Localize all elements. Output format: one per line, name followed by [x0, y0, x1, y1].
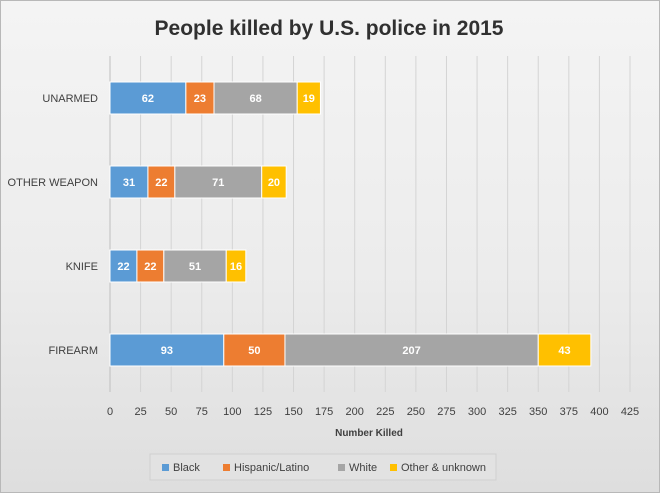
data-label: 22 [117, 261, 129, 273]
x-tick-label: 375 [560, 406, 578, 418]
data-label: 19 [303, 93, 315, 105]
legend-swatch [338, 464, 345, 471]
x-tick-label: 250 [407, 406, 425, 418]
x-tick-label: 100 [223, 406, 241, 418]
bar-segment-other-unknown [261, 165, 287, 199]
data-label: 207 [402, 345, 420, 357]
data-label: 31 [123, 177, 135, 189]
x-tick-label: 275 [437, 406, 455, 418]
legend-swatch [390, 464, 397, 471]
x-tick-label: 300 [468, 406, 486, 418]
legend-box [149, 453, 497, 481]
data-label: 22 [144, 261, 156, 273]
bar-segment-hispanic-latino [223, 333, 286, 367]
data-label: 68 [249, 93, 261, 105]
legend-swatch [162, 464, 169, 471]
bar-segment-hispanic-latino [147, 165, 176, 199]
data-label: 22 [155, 177, 167, 189]
bar-segment-black [109, 81, 187, 115]
data-label: 20 [268, 177, 280, 189]
bars: 62 23 68 19 31 22 71 20 22 22 51 16 93 50 207 43 [109, 81, 592, 367]
x-tick-label: 125 [254, 406, 272, 418]
x-axis-title: Number Killed [335, 428, 403, 439]
data-label: 50 [248, 345, 260, 357]
x-tick-label: 50 [165, 406, 177, 418]
bar-segment-white [284, 333, 539, 367]
x-tick-label: 225 [376, 406, 394, 418]
bar-segment-black [109, 249, 138, 283]
data-label: 62 [142, 93, 154, 105]
data-label: 23 [194, 93, 206, 105]
category-label: UNARMED [42, 93, 98, 105]
bar-segment-white [163, 249, 227, 283]
legend-label: Hispanic/Latino [234, 462, 309, 474]
bar-segment-white [213, 81, 298, 115]
x-tick-label: 150 [284, 406, 302, 418]
bar-segment-black [109, 165, 149, 199]
category-label: KNIFE [66, 261, 98, 273]
legend-label: Other & unknown [401, 462, 486, 474]
x-tick-label: 75 [196, 406, 208, 418]
legend-label: White [349, 462, 377, 474]
data-label: 43 [558, 345, 570, 357]
chart-title: People killed by U.S. police in 2015 [155, 17, 504, 40]
x-axis-ticks: 0 25 50 75 100 125 150 175 200 225 250 275 300 325 350… [107, 406, 639, 418]
x-tick-label: 400 [590, 406, 608, 418]
x-tick-label: 200 [346, 406, 364, 418]
legend: Black Hispanic/Latino White Other & unknown [149, 453, 497, 481]
data-label: 16 [230, 261, 242, 273]
bar-segment-other-unknown [537, 333, 592, 367]
data-label: 93 [161, 345, 173, 357]
bar-segment-other-unknown [296, 81, 321, 115]
category-labels: UNARMED OTHER WEAPON KNIFE FIREARM [8, 93, 99, 357]
category-label: FIREARM [49, 345, 99, 357]
data-label: 71 [212, 177, 224, 189]
bar-segment-hispanic-latino [136, 249, 165, 283]
x-tick-label: 175 [315, 406, 333, 418]
x-tick-label: 350 [529, 406, 547, 418]
category-label: OTHER WEAPON [8, 177, 99, 189]
bar-segment-black [109, 333, 225, 367]
bar-segment-other-unknown [225, 249, 247, 283]
x-tick-label: 425 [621, 406, 639, 418]
x-tick-label: 325 [498, 406, 516, 418]
x-tick-label: 25 [134, 406, 146, 418]
data-label: 51 [189, 261, 201, 273]
x-tick-label: 0 [107, 406, 113, 418]
legend-label: Black [173, 462, 200, 474]
legend-swatch [223, 464, 230, 471]
